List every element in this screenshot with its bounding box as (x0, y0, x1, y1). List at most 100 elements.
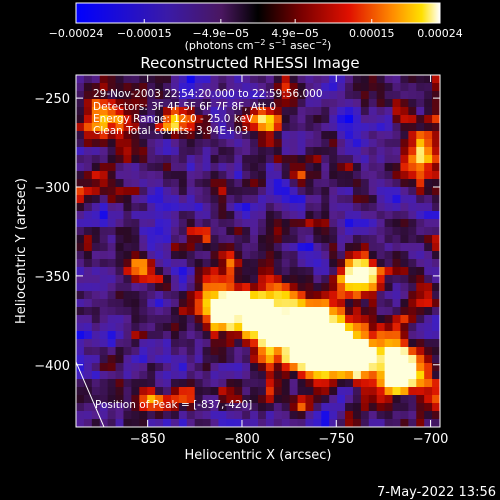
heatmap-cell (242, 75, 251, 84)
heatmap-cell (360, 179, 370, 188)
heatmap-cell (123, 115, 132, 124)
heatmap-cell (416, 331, 425, 340)
heatmap-cell (329, 299, 338, 308)
heatmap-cell (273, 411, 283, 420)
heatmap-cell (76, 83, 85, 92)
heatmap-cell (226, 419, 235, 427)
heatmap-cell (289, 299, 299, 308)
heatmap-cell (91, 411, 101, 420)
heatmap-cell (242, 395, 251, 404)
heatmap-cell (131, 315, 140, 324)
heatmap-cell (107, 139, 117, 148)
heatmap-cell (313, 331, 322, 340)
heatmap-cell (186, 187, 196, 196)
heatmap-cell (107, 251, 117, 260)
heatmap-cell (131, 371, 140, 380)
heatmap-cell (368, 331, 378, 340)
heatmap-cell (139, 227, 148, 236)
heatmap-cell (258, 243, 267, 252)
heatmap-cell (281, 411, 291, 420)
heatmap-cell (115, 267, 125, 276)
heatmap-cell (250, 331, 259, 340)
heatmap-cell (76, 91, 85, 100)
heatmap-cell (186, 219, 196, 228)
heatmap-cell (329, 203, 338, 212)
heatmap-cell (297, 291, 307, 300)
heatmap-cell (186, 91, 196, 100)
heatmap-cell (242, 347, 251, 356)
colorbar-ticks: −0.00024 −0.00015 −4.9e−05 4.9e−05 0.00015 0.… (49, 19, 463, 40)
heatmap-cell (178, 107, 188, 116)
heatmap-cell (289, 139, 299, 148)
heatmap-cell (107, 171, 117, 180)
heatmap-cell (258, 299, 267, 308)
heatmap-cell (155, 99, 164, 108)
heatmap-cell (384, 147, 394, 156)
heatmap-cell (368, 187, 378, 196)
heatmap-cell (131, 411, 140, 420)
heatmap-cell (392, 99, 402, 108)
heatmap-cell (147, 171, 156, 180)
heatmap-cell (408, 411, 417, 420)
heatmap-cell (273, 283, 283, 292)
heatmap-cell (155, 355, 164, 364)
heatmap-cell (297, 163, 307, 172)
heatmap-cell (226, 139, 235, 148)
heatmap-cell (210, 323, 220, 332)
heatmap-cell (186, 299, 196, 308)
heatmap-cell (194, 355, 204, 364)
heatmap-cell (416, 163, 425, 172)
heatmap-cell (321, 315, 330, 324)
heatmap-cell (76, 243, 85, 252)
heatmap-cell (99, 131, 109, 140)
heatmap-cell (305, 227, 314, 236)
heatmap-cell (226, 107, 235, 116)
heatmap-cell (123, 379, 132, 388)
heatmap-cell (408, 371, 417, 380)
heatmap-cell (352, 307, 362, 316)
heatmap-cell (218, 195, 227, 204)
heatmap-cell (400, 395, 409, 404)
heatmap-cell (265, 371, 275, 380)
heatmap-cell (273, 219, 283, 228)
heatmap-cell (305, 123, 314, 132)
heatmap-cell (313, 139, 322, 148)
heatmap-cell (265, 163, 275, 172)
heatmap-cell (226, 219, 235, 228)
heatmap-cell (432, 387, 440, 396)
heatmap-cell (360, 371, 370, 380)
heatmap-cell (178, 139, 188, 148)
heatmap-cell (178, 339, 188, 348)
heatmap-cell (115, 355, 125, 364)
heatmap-cell (155, 107, 164, 116)
heatmap-cell (281, 203, 291, 212)
heatmap-cell (242, 331, 251, 340)
heatmap-cell (432, 259, 440, 268)
heatmap-cell (107, 379, 117, 388)
heatmap-cell (376, 403, 386, 412)
heatmap-cell (376, 131, 386, 140)
heatmap-cell (352, 83, 362, 92)
heatmap-cell (376, 139, 386, 148)
heatmap-cell (400, 139, 409, 148)
heatmap-cell (265, 395, 275, 404)
heatmap-cell (83, 339, 93, 348)
heatmap-cell (305, 403, 314, 412)
heatmap-cell (250, 299, 259, 308)
heatmap-cell (107, 411, 117, 420)
heatmap-cell (424, 147, 433, 156)
heatmap-cell (416, 283, 425, 292)
heatmap-cell (83, 99, 93, 108)
heatmap-cell (289, 115, 299, 124)
heatmap-cell (321, 91, 330, 100)
heatmap-cell (376, 371, 386, 380)
heatmap-cell (265, 259, 275, 268)
heatmap-cell (139, 371, 148, 380)
heatmap-cell (147, 243, 156, 252)
heatmap-cell (163, 387, 172, 396)
heatmap-cell (170, 195, 180, 204)
heatmap-cell (376, 171, 386, 180)
heatmap-cell (226, 203, 235, 212)
heatmap-cell (234, 419, 243, 427)
heatmap-cell (234, 211, 243, 220)
